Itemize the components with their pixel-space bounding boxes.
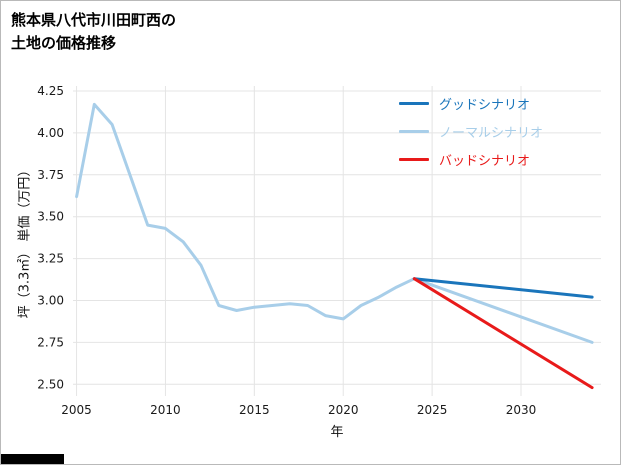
- legend-label-bad: バッドシナリオ: [439, 154, 531, 169]
- legend-item-good: グッドシナリオ: [399, 94, 543, 113]
- y-tick-label: 3.75: [37, 168, 64, 182]
- y-tick-label: 3.00: [37, 293, 64, 307]
- series-line-1: [75, 102, 594, 344]
- y-tick-label: 3.25: [37, 252, 64, 266]
- x-tick-label: 2030: [506, 403, 537, 417]
- y-tick-label: 2.50: [37, 377, 64, 391]
- normal-scenario-line-swatch: [399, 130, 429, 133]
- bottom-partial-bar: [1, 454, 64, 464]
- chart-title: 熊本県八代市川田町西の 土地の価格推移: [11, 11, 177, 52]
- legend-item-bad: バッドシナリオ: [399, 150, 543, 169]
- x-tick-label: 2010: [150, 403, 181, 417]
- x-tick-label: 2015: [239, 403, 270, 417]
- x-axis-label: 年: [330, 425, 344, 440]
- legend-item-normal: ノーマルシナリオ: [399, 122, 543, 141]
- x-tick-label: 2025: [417, 403, 448, 417]
- y-tick-label: 3.50: [37, 210, 64, 224]
- y-tick-label: 4.00: [37, 126, 64, 140]
- y-tick-label: 2.75: [37, 335, 64, 349]
- x-tick-label: 2005: [61, 403, 92, 417]
- legend-label-good: グッドシナリオ: [439, 98, 531, 113]
- bad-scenario-line-swatch: [399, 158, 429, 161]
- legend: グッドシナリオ ノーマルシナリオ バッドシナリオ: [399, 94, 543, 169]
- legend-label-normal: ノーマルシナリオ: [439, 126, 544, 141]
- series-line-2: [412, 277, 594, 390]
- x-tick-label: 2020: [328, 403, 359, 417]
- good-scenario-line-swatch: [399, 102, 429, 105]
- series-line-0: [412, 277, 594, 299]
- y-tick-label: 4.25: [37, 84, 64, 98]
